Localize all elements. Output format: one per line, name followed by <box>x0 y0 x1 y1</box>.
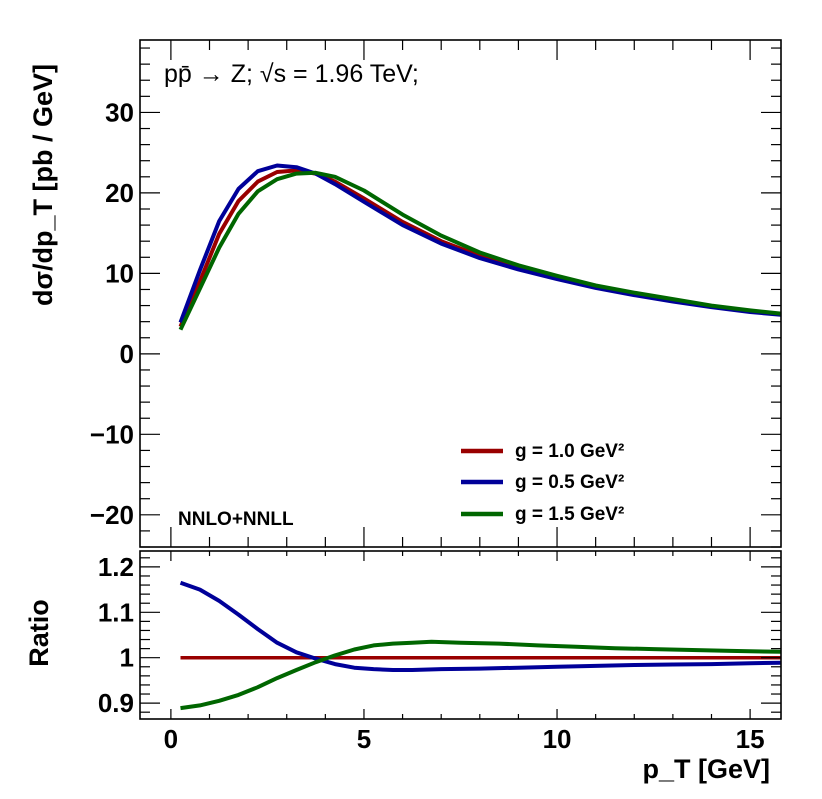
bottom-ticks <box>140 551 781 719</box>
y-tick-label: 1.2 <box>98 552 134 582</box>
series-line-top-2 <box>178 170 782 331</box>
legend-label-g10: g = 1.0 GeV² <box>515 441 624 462</box>
x-tick-label: 5 <box>357 724 371 754</box>
top-plot-frame <box>139 39 782 548</box>
top-curves <box>178 163 782 331</box>
bottom-y-tick-labels: 0.9 1 1.1 1.2 <box>98 552 134 718</box>
order-label: NNLO+NNLL <box>178 509 294 530</box>
x-tick-label: 10 <box>543 724 572 754</box>
y-tick-label: 1.1 <box>98 597 134 627</box>
top-y-tick-labels: −20 −10 0 10 20 30 <box>90 97 134 529</box>
y-tick-label: −10 <box>90 419 134 449</box>
y-tick-label: 0 <box>120 339 134 369</box>
top-ticks <box>140 40 781 548</box>
x-tick-label: 15 <box>736 724 765 754</box>
series-line-bot-2 <box>180 639 782 711</box>
y-tick-label: 0.9 <box>98 688 134 718</box>
process-label: pp̄ → Z; √s = 1.96 TeV; <box>164 60 419 88</box>
x-tick-label: 0 <box>164 724 178 754</box>
top-y-axis-label: dσ/dp_T [pb / GeV] <box>28 64 58 306</box>
y-tick-label: 30 <box>105 97 134 127</box>
top-panel: −20 −10 0 10 20 30 pp̄ → Z; √s = 1.96 TeV; NN… <box>28 39 782 548</box>
x-axis-label: p_T [GeV] <box>642 754 770 784</box>
y-tick-label: 1 <box>120 643 134 673</box>
bottom-panel: 0.9 1 1.1 1.2 0 5 10 15 Ratio p_T [GeV] <box>24 550 782 784</box>
y-tick-label: 10 <box>105 258 134 288</box>
legend: g = 1.0 GeV² g = 0.5 GeV² g = 1.5 GeV² <box>461 441 624 525</box>
x-tick-labels: 0 5 10 15 <box>164 724 765 754</box>
y-tick-label: 20 <box>105 178 134 208</box>
series-line-top-1 <box>178 163 782 324</box>
bottom-y-axis-label: Ratio <box>24 599 54 667</box>
legend-label-g15: g = 1.5 GeV² <box>515 504 624 525</box>
legend-label-g05: g = 0.5 GeV² <box>515 472 624 493</box>
bottom-plot-frame <box>139 550 782 720</box>
series-line-bot-1 <box>179 580 782 672</box>
y-tick-label: −20 <box>90 500 134 530</box>
bottom-curves <box>179 580 782 711</box>
